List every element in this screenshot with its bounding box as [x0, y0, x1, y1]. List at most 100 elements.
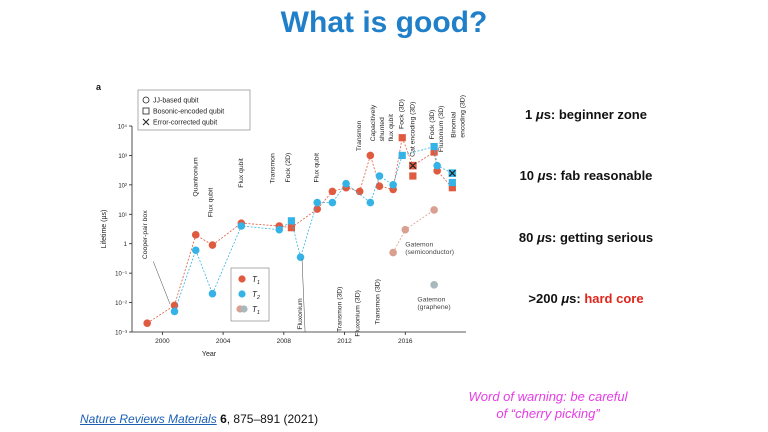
- data-point-square: [430, 148, 438, 156]
- data-point-square: [287, 224, 296, 232]
- level-hardcore: >200 μs: hard core: [486, 291, 686, 306]
- journal-link[interactable]: Nature Reviews Materials: [80, 412, 217, 426]
- annotation-label: Binomial: [450, 111, 457, 138]
- annotation-label: Fluxonium: [297, 298, 304, 330]
- x-tick-label: 2000: [155, 338, 170, 345]
- gatemon-label: Gatemon: [405, 242, 433, 249]
- data-point-square: [287, 217, 296, 225]
- data-point-circle: [389, 248, 397, 257]
- y-tick-label: 10⁻³: [115, 331, 127, 337]
- annotation-label: Flux qubit: [314, 153, 321, 183]
- legend-circle-marker: [142, 96, 150, 104]
- legend-series-subscript: 1: [257, 280, 260, 286]
- annotation-label: Transmon (3D): [374, 279, 381, 324]
- data-point-circle: [389, 181, 397, 189]
- annotation-label: Transmon (3D): [337, 287, 344, 332]
- data-point-cross: [409, 162, 417, 170]
- legend-series-subscript: 1: [257, 310, 260, 316]
- level-value: 1: [525, 107, 536, 122]
- annotation-label: Fock (3D): [429, 110, 436, 140]
- data-point-square: [430, 142, 438, 151]
- legend-marker-label: Bosonic-encoded qubit: [153, 109, 224, 116]
- data-point-circle: [328, 198, 337, 207]
- data-point-circle: [366, 198, 375, 207]
- data-point-circle: [191, 246, 200, 255]
- level-value: 80: [518, 230, 537, 245]
- annotation-leader: [153, 261, 171, 305]
- level-emphasis: hard core: [584, 291, 644, 306]
- annotation-label: Quantronium: [192, 157, 199, 197]
- annotation-label: flux qubit: [388, 114, 395, 141]
- mu-symbol: μ: [561, 291, 570, 306]
- data-point-cross: [448, 169, 456, 177]
- legend-cross-marker: [142, 118, 150, 126]
- y-tick-label: 10²: [118, 183, 127, 189]
- y-tick-label: 10⁻²: [115, 301, 127, 307]
- lifetime-chart-svg: a 10⁻³ 10⁻² 10⁻¹ 1 10¹ 10² 10³ 10⁴ 2000 2004 2008 20…: [92, 78, 482, 362]
- y-axis-label: Lifetime (µs): [101, 210, 108, 249]
- data-point-circle: [170, 307, 179, 316]
- level-fab: 10 μs: fab reasonable: [486, 168, 686, 183]
- data-point-circle: [313, 198, 322, 207]
- data-point-circle: [208, 241, 217, 249]
- legend-series-marker: [240, 305, 248, 313]
- data-point-circle: [430, 281, 438, 289]
- data-point-square: [398, 151, 406, 160]
- legend-series-label: T1: [252, 275, 260, 286]
- data-point-circle: [355, 187, 364, 196]
- level-value: 10: [519, 168, 538, 183]
- annotation-label: Transmon: [270, 153, 277, 184]
- gatemon-label: (semiconductor): [405, 249, 454, 256]
- annotation-label: Flux qubit: [238, 158, 245, 188]
- legend-series-marker: [238, 290, 246, 298]
- legend-series-subscript: 2: [256, 295, 260, 301]
- lifetime-chart: a 10⁻³ 10⁻² 10⁻¹ 1 10¹ 10² 10³ 10⁴ 2000 2004 2008 20…: [92, 78, 482, 362]
- annotation-label: Flux qubit: [208, 188, 215, 218]
- annotation-label: Fluxonium (3D): [355, 290, 362, 336]
- level-text: s: getting serious: [544, 230, 654, 245]
- annotation-label: encoding (3D): [460, 95, 467, 138]
- data-point-square: [448, 178, 456, 187]
- series-legend-box: [230, 267, 270, 322]
- data-point-square: [398, 134, 406, 142]
- gatemon-label: Gatemon: [417, 296, 445, 303]
- legend-series-label: T2: [252, 290, 260, 301]
- citation-pages: , 875–891 (2021): [226, 412, 319, 426]
- legend-marker-label: Error-corrected qubit: [153, 120, 217, 127]
- gatemon-label: (graphene): [417, 304, 450, 311]
- level-text: s: beginner zone: [543, 107, 647, 122]
- mu-symbol: μ: [537, 168, 546, 183]
- level-text: s:: [569, 291, 585, 306]
- data-point-circle: [191, 231, 200, 239]
- legend-square-marker: [142, 107, 150, 115]
- x-tick-label: 2016: [398, 338, 413, 345]
- slide-title: What is good?: [280, 6, 488, 39]
- data-point-circle: [375, 172, 384, 180]
- legend-marker-label: JJ-based qubit: [153, 98, 199, 105]
- data-point-circle: [433, 161, 441, 170]
- level-beginner: 1 μs: beginner zone: [486, 107, 686, 122]
- mu-symbol: μ: [535, 107, 544, 122]
- citation: Nature Reviews Materials 6, 875–891 (202…: [80, 412, 318, 426]
- legend-series-label: T1: [252, 305, 260, 316]
- annotation-label: Transmon: [356, 120, 363, 151]
- data-point-circle: [170, 301, 179, 310]
- data-point-circle: [208, 289, 217, 298]
- level-serious: 80 μs: getting serious: [486, 230, 686, 245]
- data-point-circle: [375, 182, 384, 191]
- warning-line-2: of “cherry picking”: [496, 406, 600, 421]
- annotation-label: Fock (2D): [285, 153, 292, 183]
- y-tick-label: 10⁻¹: [115, 272, 127, 278]
- data-point-circle: [143, 319, 151, 327]
- x-tick-label: 2008: [277, 338, 292, 345]
- citation-volume: 6: [220, 412, 227, 426]
- annotation-label: Fock (3D): [399, 99, 406, 129]
- annotation-label: Fluxonium (3D): [438, 106, 445, 152]
- y-tick-label: 10¹: [118, 213, 127, 219]
- legend-series-marker: [238, 275, 246, 283]
- annotation-label: Capacitively: [370, 104, 377, 141]
- data-point-circle: [328, 187, 337, 196]
- cherry-picking-warning: Word of warning: be careful of “cherry p…: [448, 388, 648, 422]
- annotation-label: Cooper-pair box: [142, 210, 149, 259]
- data-point-circle: [275, 225, 284, 234]
